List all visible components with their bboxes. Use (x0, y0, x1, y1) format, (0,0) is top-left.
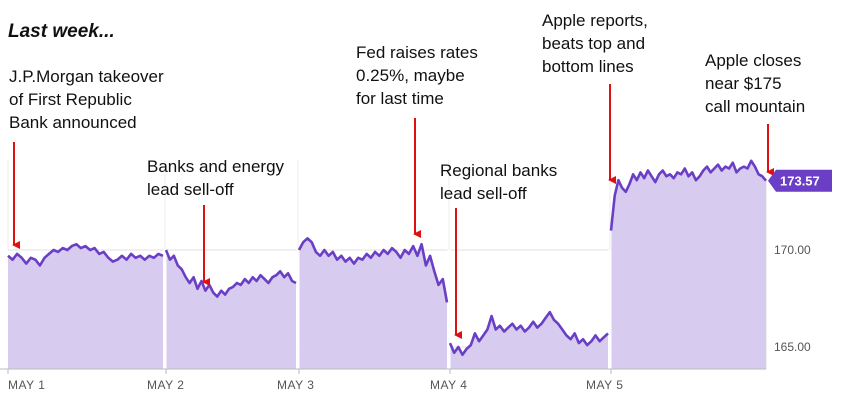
last-price-tag: 173.57 (768, 169, 832, 192)
x-tick-label: MAY 3 (277, 378, 314, 392)
area-may-2 (166, 250, 296, 369)
annotation-regional: Regional banks lead sell-off (440, 161, 557, 339)
annotation-text-line: Banks and energy (147, 157, 285, 176)
annotation-text-line: Apple reports, (542, 11, 648, 30)
day-separators (7, 160, 612, 369)
series-line-may-4 (448, 310, 609, 357)
annotation-text-line: Fed raises rates (356, 43, 478, 62)
annotation-text-line: J.P.Morgan takeover (9, 67, 164, 86)
annotation-text-line: beats top and (542, 34, 645, 53)
annotation-text-line: Apple closes (705, 51, 801, 70)
y-tick-label: 170.00 (774, 243, 811, 257)
annotation-text-line: Regional banks (440, 161, 557, 180)
annotation-text-line: 0.25%, maybe (356, 66, 465, 85)
annotation-text-line: near $175 (705, 74, 782, 93)
annotation-text-line: bottom lines (542, 57, 634, 76)
annotations: J.P.Morgan takeover of First Republic Bank… (9, 11, 805, 339)
area-may-5 (611, 160, 766, 369)
chart-title: Last week... (8, 21, 115, 42)
annotation-apple-closes: Apple closes near $175 call mountain (705, 51, 805, 176)
y-tick-label: 165.00 (774, 340, 811, 354)
x-tick-label: MAY 1 (8, 378, 45, 392)
series-line-may-3 (297, 237, 449, 303)
last-price-badge: 173.57 (768, 169, 832, 192)
x-tick-label: MAY 2 (147, 378, 184, 392)
annotation-banks-energy: Banks and energy lead sell-off (147, 157, 285, 286)
annotation-text-line: for last time (356, 89, 444, 108)
axes: 165.00 170.00 MAY 1 MAY 2 MAY 3 MAY 4 MAY 5 (0, 243, 811, 392)
price-tag-shape (768, 169, 832, 192)
annotation-fed: Fed raises rates 0.25%, maybe for last tim… (356, 43, 478, 238)
annotation-text-line: call mountain (705, 97, 805, 116)
annotation-apple-reports: Apple reports, beats top and bottom lines (542, 11, 648, 184)
series-line-may-5 (609, 159, 767, 231)
area-may-1 (8, 244, 163, 369)
annotation-jpm: J.P.Morgan takeover of First Republic Bank… (9, 67, 164, 249)
price-lines (7, 159, 767, 357)
annotation-text-line: lead sell-off (147, 180, 234, 199)
last-price-label: 173.57 (780, 174, 820, 189)
area-may-3 (299, 238, 447, 369)
x-tick-label: MAY 4 (430, 378, 467, 392)
annotation-text-line: Bank announced (9, 113, 137, 132)
series-line-may-2 (164, 249, 297, 298)
annotation-text-line: lead sell-off (440, 184, 527, 203)
x-tick-label: MAY 5 (586, 378, 623, 392)
annotation-text-line: of First Republic (9, 90, 132, 109)
series-line-may-1 (7, 242, 164, 267)
area-layer (8, 160, 766, 369)
